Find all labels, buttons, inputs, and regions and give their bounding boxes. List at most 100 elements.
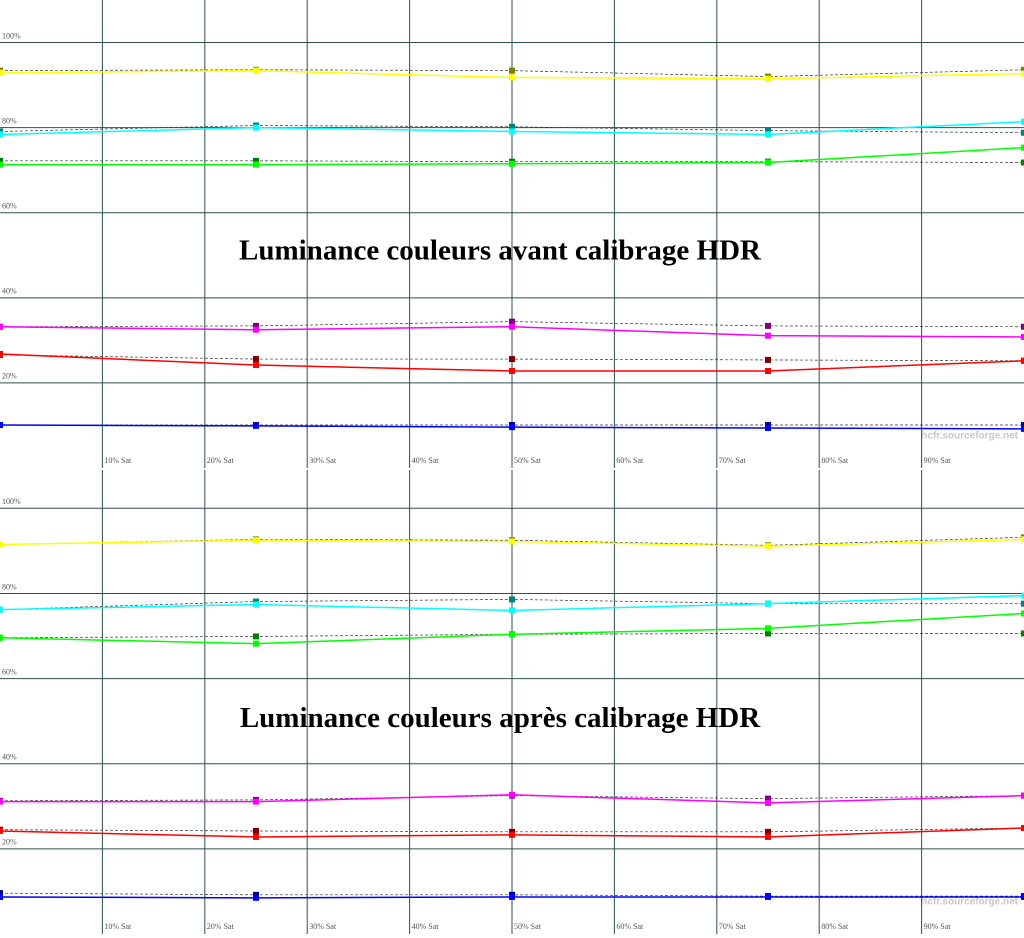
data-point — [509, 367, 515, 374]
data-point — [0, 422, 3, 429]
data-point — [1021, 630, 1024, 637]
x-tick-label: 40% Sat — [412, 922, 440, 931]
x-tick-label: 20% Sat — [207, 922, 235, 931]
y-tick-label: 20% — [2, 838, 17, 847]
data-point — [509, 893, 515, 900]
data-point — [0, 634, 3, 641]
x-tick-label: 70% Sat — [719, 456, 747, 465]
data-point — [0, 350, 3, 357]
y-tick-label: 100% — [2, 497, 21, 506]
x-tick-label: 90% Sat — [924, 922, 952, 931]
data-point — [765, 127, 771, 134]
data-point — [253, 422, 259, 429]
data-point — [1021, 118, 1024, 125]
data-point — [509, 631, 515, 638]
y-tick-label: 40% — [2, 753, 17, 762]
data-point — [253, 640, 259, 647]
data-point — [253, 356, 259, 363]
data-point — [509, 123, 515, 130]
data-point — [1021, 825, 1024, 832]
data-point — [0, 131, 3, 138]
data-point — [765, 600, 771, 607]
data-point — [765, 799, 771, 806]
data-point — [1021, 425, 1024, 432]
data-point — [509, 160, 515, 167]
data-point — [0, 798, 3, 805]
data-point — [1021, 144, 1024, 151]
y-tick-label: 100% — [2, 31, 21, 40]
x-tick-label: 70% Sat — [719, 922, 747, 931]
data-point — [253, 161, 259, 168]
x-tick-label: 50% Sat — [514, 456, 542, 465]
data-point — [253, 827, 259, 834]
chart-title: Luminance couleurs après calibrage HDR — [240, 702, 761, 734]
data-point — [765, 159, 771, 166]
data-point — [509, 74, 515, 81]
data-point — [0, 323, 3, 330]
data-point — [1021, 536, 1024, 543]
data-point — [509, 831, 515, 838]
data-point — [509, 538, 515, 545]
data-point — [1021, 129, 1024, 136]
data-point — [0, 893, 3, 900]
y-tick-label: 60% — [2, 202, 17, 211]
x-tick-label: 30% Sat — [309, 922, 337, 931]
data-point — [1021, 333, 1024, 340]
data-point — [765, 625, 771, 632]
data-point — [1021, 792, 1024, 799]
data-point — [765, 630, 771, 637]
x-tick-label: 30% Sat — [309, 456, 337, 465]
data-point — [1021, 592, 1024, 599]
data-point — [0, 606, 3, 613]
x-tick-label: 80% Sat — [821, 922, 849, 931]
data-point — [765, 893, 771, 900]
data-point — [765, 425, 771, 432]
data-point — [253, 67, 259, 74]
data-point — [509, 596, 515, 603]
y-tick-label: 40% — [2, 287, 17, 296]
data-point — [1021, 422, 1024, 429]
data-point — [253, 537, 259, 544]
data-point — [0, 157, 3, 164]
watermark: hcfr.sourceforge.net — [921, 897, 1018, 908]
data-point — [509, 318, 515, 325]
chart-title: Luminance couleurs avant calibrage HDR — [239, 234, 762, 266]
data-point — [509, 323, 515, 330]
data-point — [253, 362, 259, 369]
data-point — [1021, 893, 1024, 900]
data-point — [765, 75, 771, 82]
data-point — [765, 356, 771, 363]
x-tick-label: 80% Sat — [821, 456, 849, 465]
x-tick-label: 50% Sat — [514, 922, 542, 931]
y-tick-label: 60% — [2, 667, 17, 676]
data-point — [765, 332, 771, 339]
data-point — [253, 894, 259, 901]
x-tick-label: 20% Sat — [207, 456, 235, 465]
data-point — [1021, 66, 1024, 73]
x-tick-label: 10% Sat — [104, 456, 132, 465]
data-point — [1021, 600, 1024, 607]
data-point — [765, 543, 771, 550]
data-point — [765, 367, 771, 374]
data-point — [0, 827, 3, 834]
data-point — [0, 890, 3, 897]
x-tick-label: 60% Sat — [616, 922, 644, 931]
data-point — [253, 326, 259, 333]
data-point — [765, 795, 771, 802]
data-point — [509, 791, 515, 798]
x-tick-label: 10% Sat — [104, 922, 132, 931]
data-point — [1021, 610, 1024, 617]
y-tick-label: 20% — [2, 372, 17, 381]
data-point — [0, 69, 3, 76]
x-tick-label: 90% Sat — [924, 456, 952, 465]
data-point — [765, 131, 771, 138]
data-point — [253, 322, 259, 329]
data-point — [253, 833, 259, 840]
data-point — [0, 161, 3, 168]
watermark: hcfr.sourceforge.net — [921, 431, 1018, 442]
data-point — [765, 828, 771, 835]
data-point — [1021, 159, 1024, 166]
data-point — [253, 601, 259, 608]
x-tick-label: 60% Sat — [616, 456, 644, 465]
data-point — [253, 157, 259, 164]
